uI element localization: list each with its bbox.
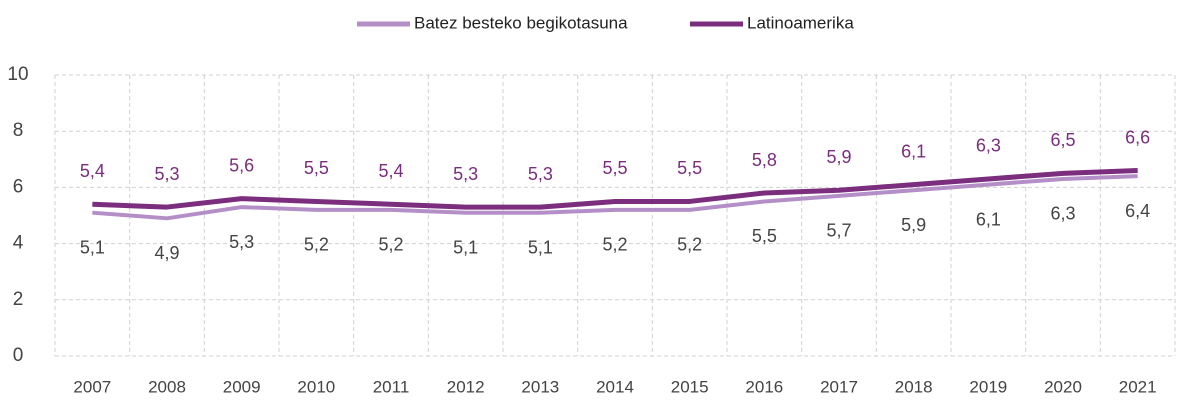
x-tick-label: 2017 (820, 377, 858, 396)
data-label: 5,2 (677, 235, 702, 255)
data-label: 5,1 (453, 237, 478, 257)
data-label: 6,6 (1125, 127, 1150, 147)
x-tick-label: 2008 (148, 377, 186, 396)
data-label: 5,2 (602, 235, 627, 255)
x-tick-label: 2011 (373, 377, 410, 396)
data-label: 5,5 (677, 158, 702, 178)
legend-label: Batez besteko begikotasuna (414, 13, 628, 32)
x-tick-label: 2020 (1044, 377, 1082, 396)
data-label: 5,4 (378, 161, 403, 181)
data-label: 5,5 (304, 158, 329, 178)
data-label: 6,1 (976, 209, 1001, 229)
data-label: 5,1 (80, 237, 105, 257)
x-tick-label: 2018 (895, 377, 933, 396)
y-tick-label: 4 (13, 233, 24, 254)
data-label: 5,9 (826, 147, 851, 167)
x-tick-label: 2015 (671, 377, 709, 396)
data-label: 6,3 (1050, 204, 1075, 224)
y-tick-label: 2 (13, 289, 24, 310)
data-label: 5,2 (378, 235, 403, 255)
data-label: 5,1 (528, 237, 553, 257)
x-tick-label: 2007 (73, 377, 111, 396)
data-label: 5,9 (901, 215, 926, 235)
series-line (92, 168, 1138, 210)
x-tick-label: 2014 (596, 377, 634, 396)
data-label: 5,7 (826, 221, 851, 241)
x-tick-label: 2021 (1119, 377, 1157, 396)
x-tick-label: 2010 (297, 377, 335, 396)
x-tick-label: 2016 (745, 377, 783, 396)
data-label: 5,3 (453, 164, 478, 184)
y-tick-label: 6 (13, 176, 24, 197)
x-tick-label: 2009 (223, 377, 261, 396)
data-label: 5,5 (752, 226, 777, 246)
data-label: 6,4 (1125, 201, 1150, 221)
data-label: 5,3 (528, 164, 553, 184)
x-tick-label: 2019 (969, 377, 1007, 396)
data-label: 5,3 (154, 164, 179, 184)
data-label: 6,3 (976, 136, 1001, 156)
data-label: 5,6 (229, 155, 254, 175)
data-label: 5,5 (602, 158, 627, 178)
data-label: 6,5 (1050, 130, 1075, 150)
data-label: 5,2 (304, 235, 329, 255)
data-label: 5,8 (752, 150, 777, 170)
data-label: 4,9 (154, 243, 179, 263)
series-line (92, 174, 1138, 221)
y-tick-label: 10 (7, 64, 28, 85)
x-tick-label: 2013 (521, 377, 559, 396)
legend-label: Latinoamerika (747, 13, 854, 32)
data-label: 5,4 (80, 161, 105, 181)
y-tick-label: 0 (13, 345, 24, 366)
data-label: 6,1 (901, 141, 926, 161)
x-tick-label: 2012 (447, 377, 485, 396)
y-tick-label: 8 (13, 120, 24, 141)
data-label: 5,3 (229, 232, 254, 252)
